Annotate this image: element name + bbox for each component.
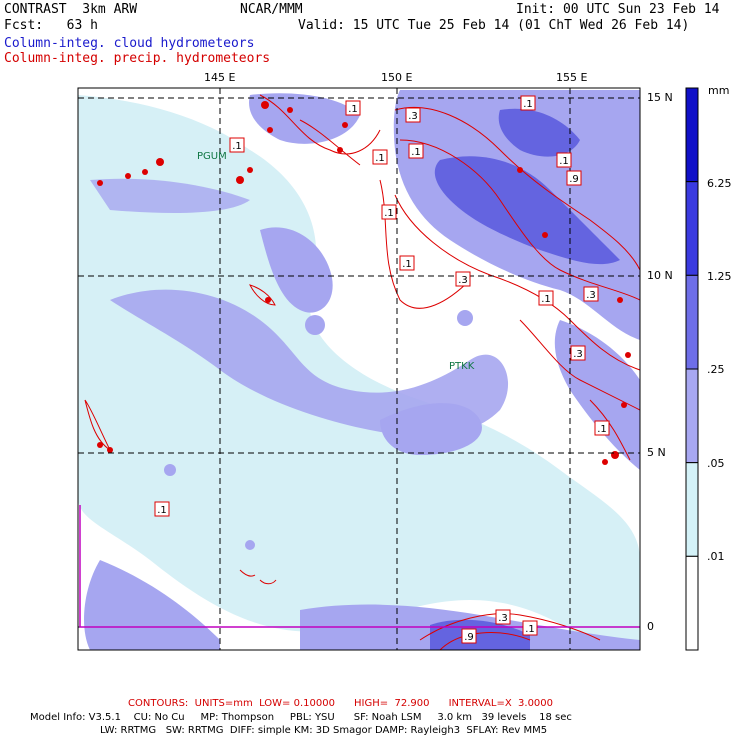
contour-label-box (345, 100, 361, 116)
station-ptkk: PTKK (449, 361, 475, 372)
lat-label-0: 0 (647, 620, 654, 633)
lon-label-155: 155 E (556, 71, 588, 84)
contour-label-box (229, 137, 245, 153)
domain-boundary (79, 505, 640, 628)
contour-label: .3 (586, 290, 596, 301)
contour-label: .9 (464, 632, 474, 643)
contour-label-box (154, 501, 170, 517)
field-precip-legend: Column-integ. precip. hydrometeors (4, 51, 271, 66)
contour-label-box (566, 170, 582, 186)
contour-label: .1 (232, 141, 242, 152)
contour-label: .3 (498, 613, 508, 624)
contour-label-box (522, 620, 538, 636)
colorbar-tick-0-01: .01 (707, 550, 725, 563)
contour-label-box (594, 420, 610, 436)
contour-label-box (556, 152, 572, 168)
contour-label-group: .1.1.3.1.1.1.1.9.1.1.1.3.1.3.3.1.1.3.9.1 (154, 95, 610, 644)
model-info-line2: LW: RRTMG SW: RRTMG DIFF: simple KM: 3D … (100, 725, 548, 736)
contour-label-box (405, 107, 421, 123)
precip-contours (84, 94, 640, 650)
precip-cores (97, 101, 631, 465)
contour-label-box (399, 255, 415, 271)
contour-label: .1 (402, 259, 412, 270)
model-info-line1: Model Info: V3.5.1 CU: No Cu MP: Thompso… (30, 712, 572, 723)
lat-label-15n: 15 N (647, 91, 673, 104)
colorbar-cell (685, 87, 699, 183)
contour-label-box (495, 609, 511, 625)
colorbar-tick-0-25: .25 (707, 363, 725, 376)
colorbar-cell (685, 368, 699, 464)
contour-label: .3 (458, 275, 468, 286)
contour-label-box (583, 286, 599, 302)
contour-label-box (570, 345, 586, 361)
lon-label-145: 145 E (204, 71, 236, 84)
colorbar-cell (685, 181, 699, 276)
contour-label: .1 (411, 147, 421, 158)
colorbar-cell (685, 274, 699, 370)
contour-info: CONTOURS: UNITS=mm LOW= 0.10000 HIGH= 72… (128, 698, 554, 709)
init-time: Init: 00 UTC Sun 23 Feb 14 (516, 2, 720, 17)
lat-label-10n: 10 N (647, 269, 673, 282)
contour-label-box (520, 95, 536, 111)
station-pgum: PGUM (197, 151, 227, 162)
contour-label: .1 (559, 156, 569, 167)
contour-label: .1 (525, 624, 535, 635)
colorbar-tick-6-25: 6.25 (707, 177, 732, 190)
contour-label-box (538, 290, 554, 306)
contour-label: .3 (573, 349, 583, 360)
contour-label: .1 (597, 424, 607, 435)
contour-label-box (381, 204, 397, 220)
contour-label: .1 (523, 99, 533, 110)
colorbar-tick-1-25: 1.25 (707, 270, 732, 283)
contour-label: .1 (375, 153, 385, 164)
contour-label: .9 (569, 174, 579, 185)
lat-label-5n: 5 N (647, 446, 666, 459)
lon-label-150: 150 E (381, 71, 413, 84)
contour-label-box (461, 628, 477, 644)
contour-label-box (455, 271, 471, 287)
contour-label: .3 (408, 111, 418, 122)
valid-time: Valid: 15 UTC Tue 25 Feb 14 (01 ChT Wed … (298, 18, 690, 33)
colorbar (685, 87, 699, 651)
contour-label: .1 (157, 505, 167, 516)
contour-label-box (372, 149, 388, 165)
colorbar-tick-0-05: .05 (707, 457, 725, 470)
colorbar-cell (685, 555, 699, 651)
model-title: CONTRAST 3km ARW (4, 2, 138, 17)
forecast-hour: Fcst: 63 h (4, 18, 98, 33)
contour-label: .1 (541, 294, 551, 305)
colorbar-unit: mm (708, 84, 730, 97)
contour-label: .1 (348, 104, 358, 115)
contour-label-box (408, 143, 424, 159)
organization: NCAR/MMM (240, 2, 303, 17)
colorbar-cell (685, 462, 699, 557)
field-cloud-legend: Column-integ. cloud hydrometeors (4, 36, 255, 51)
map-frame (77, 87, 641, 651)
contour-label: .1 (384, 208, 394, 219)
